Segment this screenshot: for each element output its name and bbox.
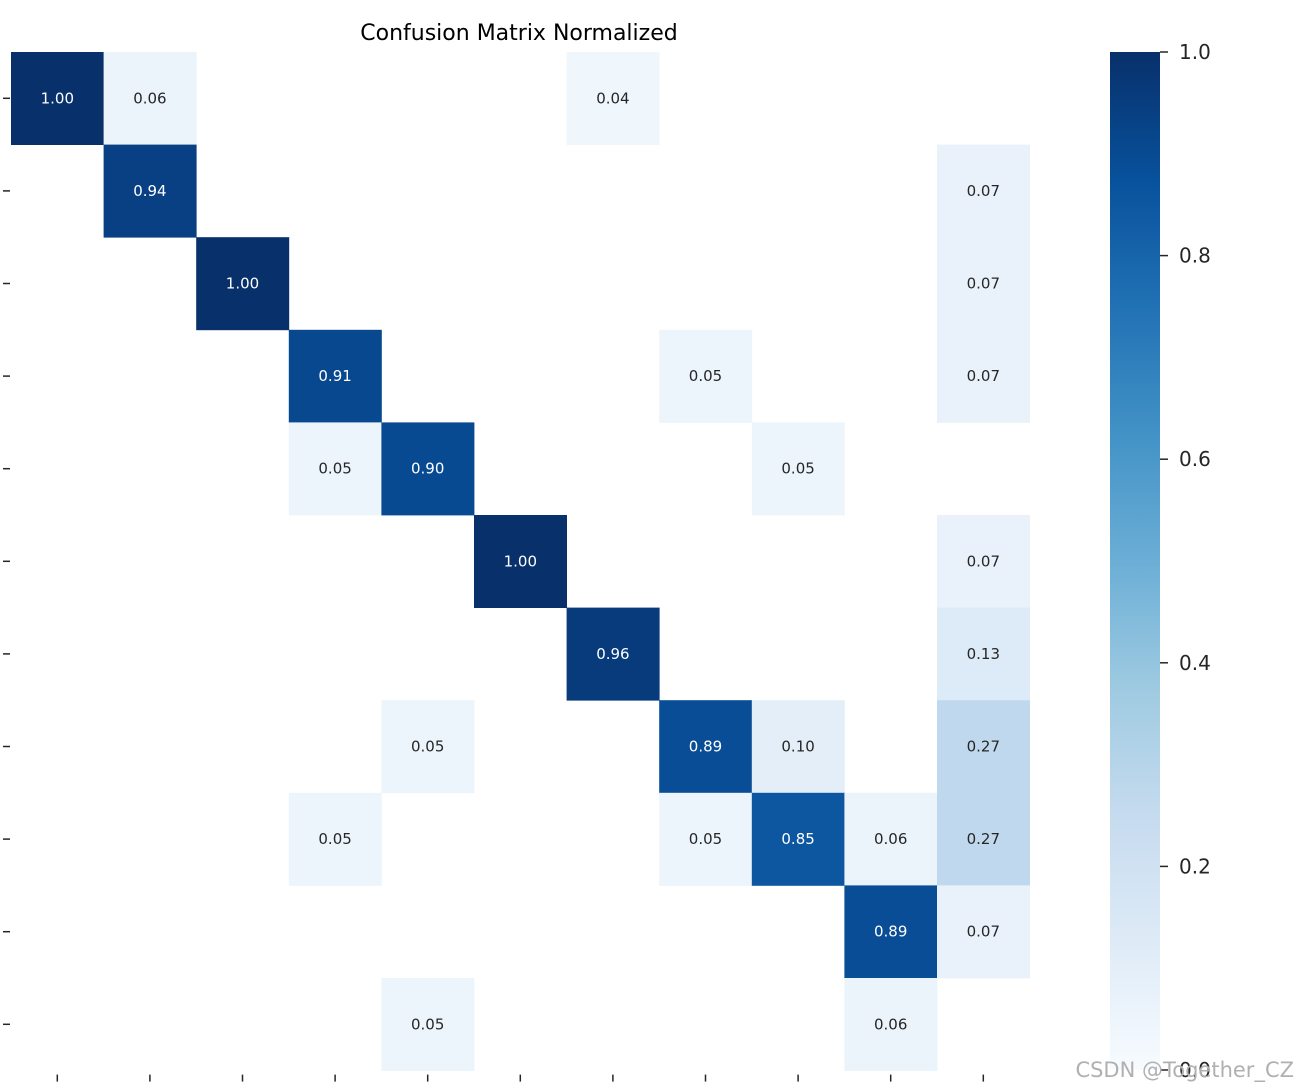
cell-value-label: 0.06	[874, 1015, 907, 1033]
heatmap-cell	[474, 515, 567, 608]
cell-value-label: 0.90	[411, 460, 444, 478]
colorbar-tick-label: 0.8	[1179, 244, 1211, 268]
row-ticks	[3, 97, 10, 1026]
heatmap-cell	[381, 978, 475, 1071]
heatmap-cell	[751, 422, 845, 516]
cell-value-label: 0.05	[318, 460, 351, 478]
colorbar-tick-label: 0.4	[1179, 651, 1211, 675]
heatmap-cell	[566, 52, 660, 145]
cell-value-label: 0.06	[874, 830, 907, 848]
heatmap-cell	[937, 607, 1030, 701]
heatmap-cell	[937, 237, 1030, 331]
heatmap-cell	[288, 792, 382, 886]
cell-value-label: 0.07	[967, 367, 1000, 385]
cell-value-label: 0.13	[967, 645, 1000, 663]
heatmap-cell	[659, 329, 753, 423]
heatmap-cell	[288, 329, 382, 423]
heatmap-cell	[659, 700, 753, 794]
cell-value-label: 0.96	[596, 645, 629, 663]
cell-value-label: 0.05	[318, 830, 351, 848]
cell-value-label: 0.85	[781, 830, 814, 848]
heatmap-cell	[659, 792, 753, 886]
heatmap-cell	[751, 792, 845, 886]
cell-value-label: 0.05	[411, 1015, 444, 1033]
heatmap-cell	[566, 607, 660, 701]
heatmap-cell	[288, 422, 382, 516]
heatmap-cell	[751, 700, 845, 794]
heatmap-cell	[196, 237, 290, 331]
heatmap-cell	[937, 515, 1030, 608]
colorbar-ticks: 0.0 0.2 0.4 0.6 0.8 1.0	[1160, 40, 1211, 1082]
cell-value-label: 0.04	[596, 89, 629, 107]
cell-value-label: 1.00	[504, 552, 537, 570]
cell-value-label: 0.94	[133, 182, 166, 200]
heatmap-cell	[381, 700, 475, 794]
cell-value-label: 0.05	[781, 460, 814, 478]
colorbar-tick-label: 0.0	[1179, 1058, 1211, 1082]
colorbar	[1110, 52, 1160, 1070]
heatmap-cell	[103, 144, 197, 238]
heatmap-cell	[11, 52, 104, 145]
cell-value-label: 0.27	[967, 738, 1000, 756]
column-ticks	[56, 1074, 985, 1082]
cell-value-label: 0.05	[689, 367, 722, 385]
cell-value-label: 0.10	[781, 738, 814, 756]
heatmap-cell	[937, 700, 1030, 794]
colorbar-tick-label: 1.0	[1179, 40, 1211, 64]
chart-title: Confusion Matrix Normalized	[360, 21, 677, 46]
heatmap-cell	[937, 329, 1030, 423]
cell-value-label: 0.05	[689, 830, 722, 848]
cell-value-label: 0.07	[967, 552, 1000, 570]
heatmap-cell	[937, 885, 1030, 979]
cell-value-label: 0.07	[967, 923, 1000, 941]
heatmap-cell	[937, 792, 1030, 886]
watermark: CSDN @Together_CZ	[1075, 1058, 1294, 1082]
cell-value-label: 0.27	[967, 830, 1000, 848]
cell-value-label: 0.89	[689, 738, 722, 756]
cell-value-label: 0.05	[411, 738, 444, 756]
heatmap-cell	[381, 422, 475, 516]
heatmap-cell	[844, 978, 938, 1071]
cell-value-label: 0.07	[967, 182, 1000, 200]
heatmap-cell	[937, 144, 1030, 238]
cell-value-label: 0.91	[318, 367, 351, 385]
cell-value-label: 0.06	[133, 89, 166, 107]
heatmap-cell	[103, 52, 197, 145]
cell-value-label: 0.07	[967, 275, 1000, 293]
cell-value-label: 1.00	[41, 89, 74, 107]
heatmap-cells: 1.00 0.06 0.04 0.94 0.07 1.00 0.07 0.91 0.05 0.07…	[11, 52, 1030, 1071]
cell-value-label: 0.89	[874, 923, 907, 941]
colorbar-tick-label: 0.2	[1179, 854, 1211, 878]
colorbar-tick-label: 0.6	[1179, 447, 1211, 471]
heatmap-cell	[844, 792, 938, 886]
cell-value-label: 1.00	[226, 275, 259, 293]
heatmap-cell	[844, 885, 938, 979]
